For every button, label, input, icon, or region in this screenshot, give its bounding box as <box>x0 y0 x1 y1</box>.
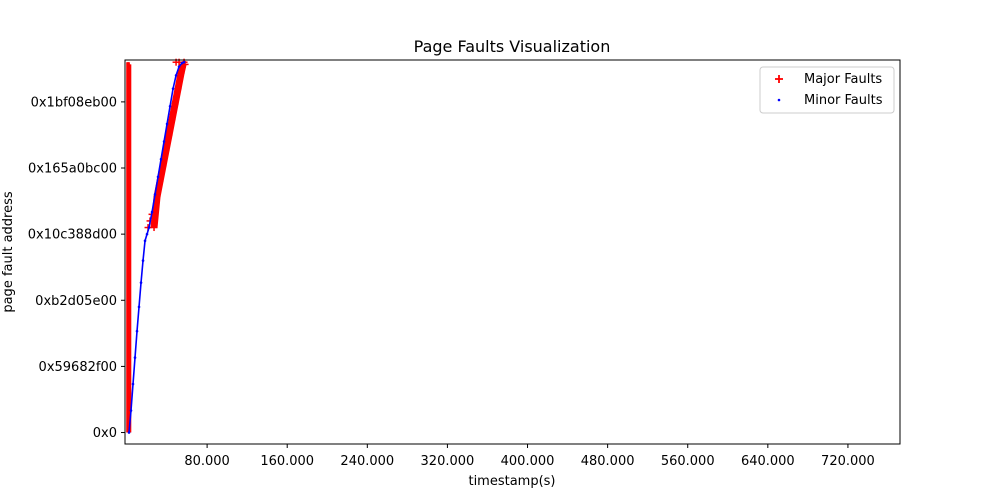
minor-fault-point <box>131 382 135 386</box>
minor-fault-point <box>129 409 133 412</box>
chart-title: Page Faults Visualization <box>414 37 611 56</box>
minor-fault-point <box>171 87 175 90</box>
minor-fault-point <box>135 329 139 333</box>
x-tick-label: 720.000 <box>821 454 875 469</box>
minor-fault-point <box>180 61 184 65</box>
minor-fault-point <box>165 122 169 126</box>
y-tick-label: 0xb2d05e00 <box>35 294 117 309</box>
x-tick-label: 560.000 <box>661 454 715 469</box>
minor-fault-point <box>143 239 147 243</box>
minor-fault-point <box>159 157 163 161</box>
minor-fault-point <box>139 281 143 284</box>
x-tick-label: 160.000 <box>260 454 314 469</box>
y-tick-label: 0x165a0bc00 <box>28 162 117 177</box>
minor-fault-point <box>141 259 145 262</box>
x-tick-label: 640.000 <box>741 454 795 469</box>
minor-fault-point <box>153 193 157 196</box>
x-tick-label: 320.000 <box>421 454 475 469</box>
y-tick-label: 0x59682f00 <box>39 360 117 375</box>
major-fault-point <box>174 85 182 93</box>
y-tick-label: 0x10c388d00 <box>28 228 117 243</box>
legend-minor-label: Minor Faults <box>804 93 883 108</box>
minor-fault-point <box>162 140 166 143</box>
legend-major-marker <box>775 75 783 83</box>
minor-fault-point <box>147 226 151 229</box>
legend-box <box>759 66 895 114</box>
minor-fault-point <box>145 232 149 236</box>
major-fault-point <box>165 131 173 139</box>
x-axis: 80.000 160.000 240.000 320.000 400.000 480.00… <box>184 444 875 469</box>
x-tick-label: 80.000 <box>184 454 230 469</box>
x-tick-label: 240.000 <box>340 454 394 469</box>
major-fault-point <box>171 100 179 108</box>
legend-major-label: Major Faults <box>804 72 882 87</box>
legend-minor-marker <box>777 98 781 102</box>
minor-fault-point <box>137 305 141 309</box>
x-tick-label: 400.000 <box>501 454 555 469</box>
y-tick-label: 0x0 <box>93 426 117 441</box>
minor-fault-point <box>150 210 154 214</box>
major-fault-point <box>177 69 185 77</box>
plot-frame <box>124 59 901 445</box>
legend: Major Faults Minor Faults <box>759 66 895 114</box>
minor-fault-point <box>168 104 172 108</box>
x-tick-label: 480.000 <box>581 454 635 469</box>
minor-fault-point <box>127 431 131 434</box>
minor-fault-point <box>177 65 181 68</box>
y-axis-label: page fault address <box>1 191 16 313</box>
major-fault-point <box>150 224 158 232</box>
major-fault-point <box>168 116 176 124</box>
major-fault-point <box>162 146 170 154</box>
y-tick-label: 0x1bf08eb00 <box>31 95 117 110</box>
x-axis-label: timestamp(s) <box>468 474 555 489</box>
minor-fault-point <box>156 175 160 179</box>
minor-fault-point <box>133 356 137 359</box>
y-axis: 0x0 0x59682f00 0xb2d05e00 0x10c388d00 0x165a… <box>28 95 125 441</box>
minor-fault-point <box>174 74 178 77</box>
plot-marks <box>126 58 189 434</box>
minor-fault-point <box>182 60 186 64</box>
